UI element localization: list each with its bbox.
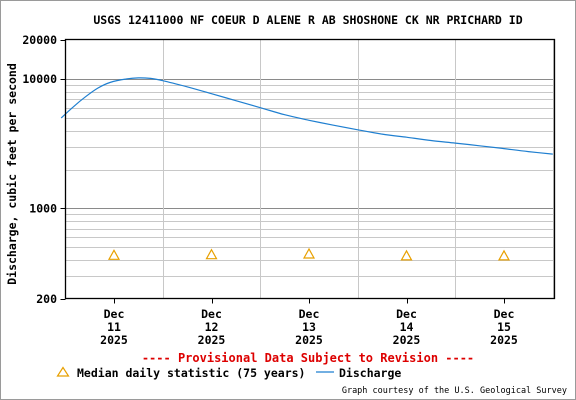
legend-median-marker: [56, 366, 70, 377]
x-tick-label: 14: [400, 320, 414, 334]
credit-text: Graph courtesy of the U.S. Geological Su…: [342, 386, 567, 396]
legend: Median daily statistic (75 years) Discha…: [56, 366, 401, 380]
provisional-notice: ---- Provisional Data Subject to Revisio…: [142, 351, 474, 365]
x-tick-label: 2025: [393, 333, 421, 347]
series-layer: [60, 77, 553, 261]
y-tick-label: 200: [36, 292, 57, 306]
x-tick-label: Dec: [396, 307, 417, 321]
x-tick-label: 11: [107, 320, 121, 334]
x-tick-label: 12: [205, 320, 219, 334]
discharge-line: [60, 77, 553, 155]
y-tick-label: 1000: [29, 201, 57, 215]
x-tick-labels: Dec112025Dec122025Dec132025Dec142025Dec1…: [100, 298, 518, 347]
y-tick-labels: 200 1000 10000 20000: [22, 33, 66, 306]
y-tick-label: 10000: [22, 72, 57, 86]
x-tick-label: Dec: [104, 307, 125, 321]
median-marker: [302, 247, 316, 259]
y-axis-label: Discharge, cubic feet per second: [5, 63, 19, 285]
chart-title: USGS 12411000 NF COEUR D ALENE R AB SHOS…: [93, 13, 522, 27]
grid-lines: [65, 39, 555, 299]
x-tick-label: Dec: [299, 307, 320, 321]
x-tick-label: 2025: [100, 333, 128, 347]
x-tick-label: 2025: [490, 333, 518, 347]
x-tick-label: Dec: [201, 307, 222, 321]
median-marker: [497, 249, 511, 261]
median-marker: [205, 248, 218, 260]
x-tick-label: 2025: [198, 333, 226, 347]
median-marker: [107, 249, 121, 260]
median-marker: [400, 249, 413, 261]
x-tick-label: 13: [302, 320, 316, 334]
x-tick-label: 2025: [295, 333, 323, 347]
x-tick-label: Dec: [494, 307, 515, 321]
legend-median-label: Median daily statistic (75 years): [77, 366, 305, 380]
legend-discharge-label: Discharge: [339, 366, 401, 380]
plot-border: [64, 38, 556, 300]
x-tick-label: 15: [497, 320, 511, 334]
y-tick-label: 20000: [22, 33, 57, 47]
